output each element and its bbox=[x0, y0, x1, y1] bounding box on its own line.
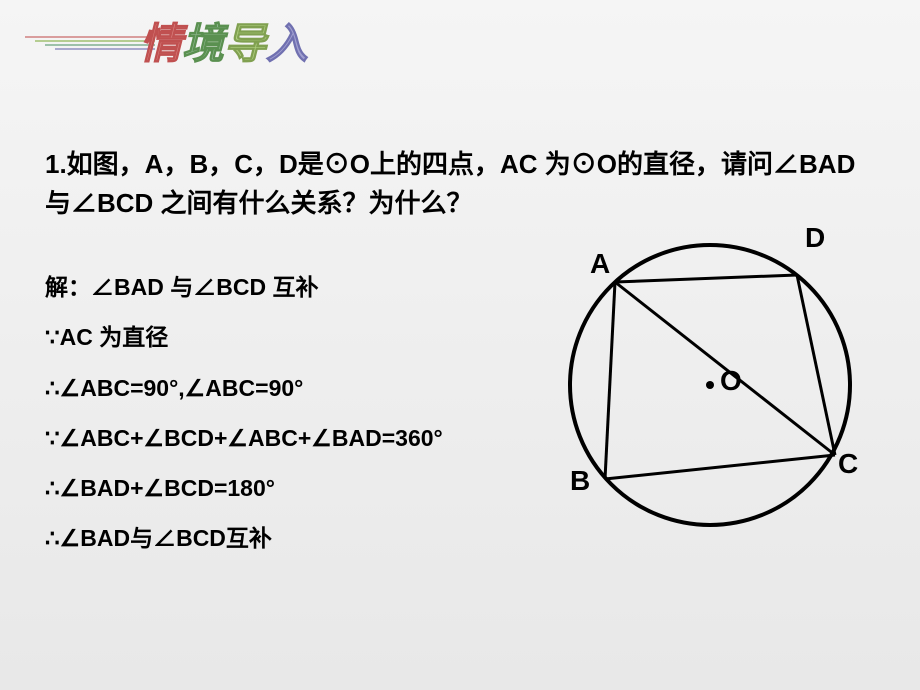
title-char-2: 境 bbox=[182, 10, 224, 71]
title-char-4: 入 bbox=[266, 10, 308, 71]
point-label-c: C bbox=[838, 448, 858, 480]
point-label-d: D bbox=[805, 222, 825, 254]
line-ad bbox=[615, 275, 797, 282]
point-label-o: O bbox=[720, 365, 742, 397]
slide-title: 情境导入 bbox=[140, 10, 308, 71]
point-label-b: B bbox=[570, 465, 590, 497]
line-bc bbox=[605, 455, 835, 479]
geometry-diagram: A B C D O bbox=[535, 210, 885, 550]
center-dot bbox=[706, 381, 714, 389]
title-char-3: 导 bbox=[224, 10, 266, 71]
circle-diagram-svg bbox=[535, 210, 885, 550]
line-ab bbox=[605, 282, 615, 479]
point-label-a: A bbox=[590, 248, 610, 280]
title-decoration-lines bbox=[25, 35, 155, 55]
title-char-1: 情 bbox=[140, 10, 182, 71]
